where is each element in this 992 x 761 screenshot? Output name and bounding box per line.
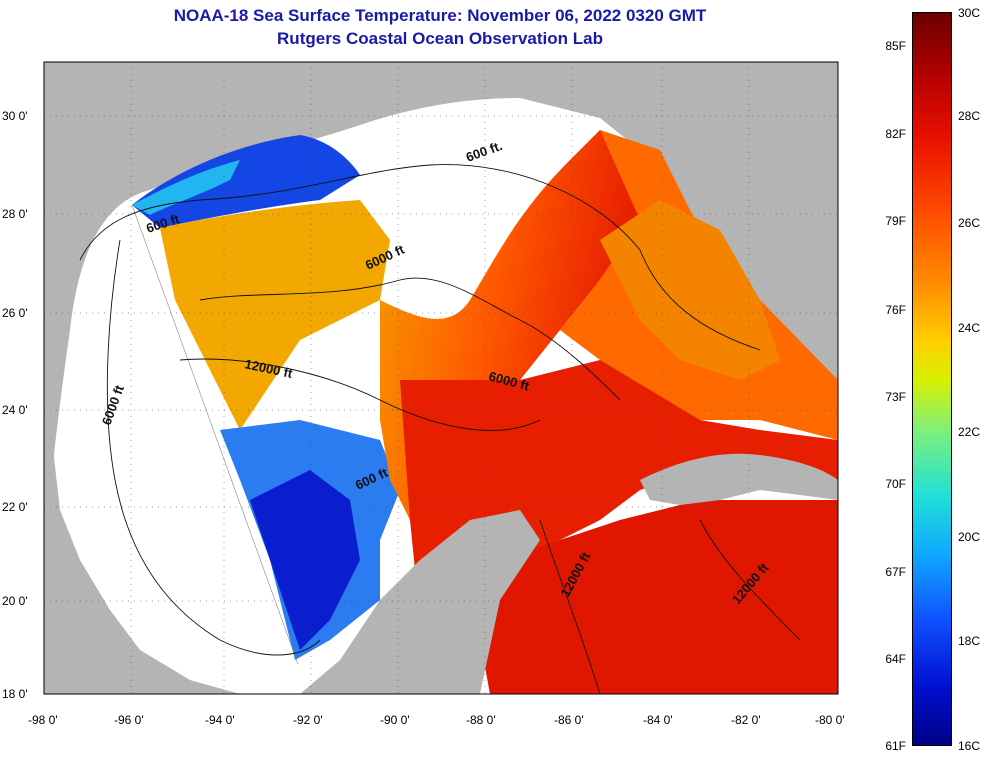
bathymetry-contours xyxy=(79,164,801,694)
colorbar-f-label: 85F xyxy=(885,39,906,53)
colorbar-c-label: 24C xyxy=(958,321,981,335)
colorbar-f-label: 61F xyxy=(885,739,906,753)
map-subtitle: Rutgers Coastal Ocean Observation Lab xyxy=(277,29,603,48)
lon-label: -98 0' xyxy=(28,713,58,727)
swath-warm-west xyxy=(160,200,390,430)
lat-label: 28 0' xyxy=(2,207,28,221)
yucatan-land xyxy=(300,510,540,694)
lat-label: 24 0' xyxy=(2,403,28,417)
graticule xyxy=(44,62,838,694)
lat-label: 30 0' xyxy=(2,109,28,123)
us-gulf-coast-land xyxy=(44,62,838,330)
lon-label: -88 0' xyxy=(466,713,496,727)
lon-label: -82 0' xyxy=(731,713,761,727)
colorbar-c-label: 20C xyxy=(958,530,981,544)
lon-label: -80 0' xyxy=(815,713,845,727)
colorbar-c-label: 22C xyxy=(958,425,981,439)
colorbar-c-label: 26C xyxy=(958,216,981,230)
lat-label: 20 0' xyxy=(2,594,28,608)
map-frame xyxy=(43,61,839,695)
lon-label: -92 0' xyxy=(293,713,323,727)
colorbar-f-label: 76F xyxy=(885,303,906,317)
caribbean-warm xyxy=(480,500,838,694)
cuba-land xyxy=(640,453,838,505)
cool-coast-strip xyxy=(132,135,360,228)
lon-label: -84 0' xyxy=(643,713,673,727)
lat-label: 26 0' xyxy=(2,306,28,320)
colorbar-c-label: 30C xyxy=(958,6,981,20)
lon-label: -96 0' xyxy=(114,713,144,727)
colorbar-f-label: 67F xyxy=(885,565,906,579)
warm-south xyxy=(400,360,838,694)
colorbar-f-label: 79F xyxy=(885,214,906,228)
mexico-land xyxy=(44,300,240,694)
swath-edge xyxy=(131,204,299,665)
sst-map: 600 ft. 600 ft 6000 ft 12000 ft 6000 ft … xyxy=(2,61,845,727)
colorbar-c-label: 16C xyxy=(958,739,981,753)
lat-label: 18 0' xyxy=(2,687,28,701)
lon-label: -90 0' xyxy=(380,713,410,727)
florida-shelf xyxy=(600,200,780,380)
colorbar-c-label: 18C xyxy=(958,634,981,648)
lon-label: -94 0' xyxy=(205,713,235,727)
temperature-colorbar xyxy=(912,12,952,746)
lon-label: -86 0' xyxy=(554,713,584,727)
map-title: NOAA-18 Sea Surface Temperature: Novembe… xyxy=(173,6,707,25)
cyan-patch xyxy=(132,160,240,215)
colorbar-c-label: 28C xyxy=(958,109,981,123)
florida-peninsula xyxy=(680,62,838,340)
colorbar-f-label: 70F xyxy=(885,477,906,491)
colorbar-f-label: 64F xyxy=(885,652,906,666)
colorbar-f-label: 82F xyxy=(885,127,906,141)
colorbar-f-label: 73F xyxy=(885,390,906,404)
lat-label: 22 0' xyxy=(2,500,28,514)
deep-blue-patch xyxy=(250,470,360,650)
